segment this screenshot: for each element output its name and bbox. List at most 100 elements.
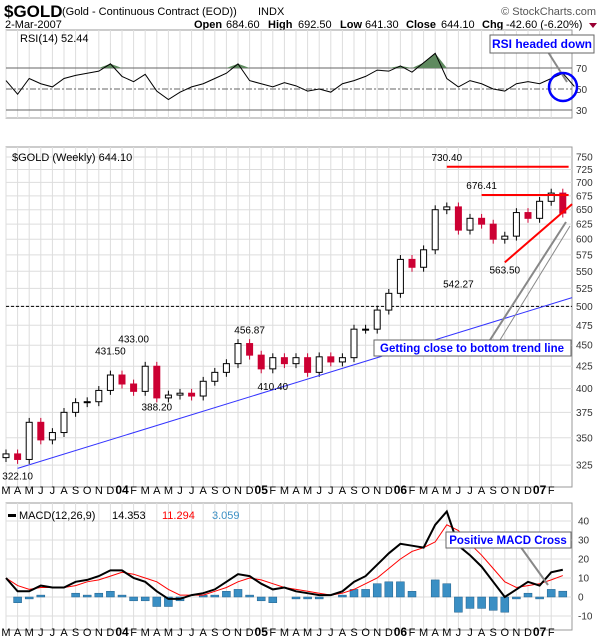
trend-callout-text: Getting close to bottom trend line bbox=[380, 343, 564, 355]
price-tick-label: 550 bbox=[576, 267, 593, 278]
hist-value: 3.059 bbox=[212, 510, 240, 522]
month-label: D bbox=[385, 485, 393, 497]
month-label: J bbox=[50, 627, 56, 639]
month-label: 06 bbox=[394, 483, 408, 497]
month-label: J bbox=[177, 627, 183, 639]
candle-body bbox=[443, 206, 451, 211]
macd-histogram-bar bbox=[117, 594, 127, 598]
price-tick-label: 425 bbox=[576, 362, 593, 373]
candle-body bbox=[269, 357, 277, 370]
month-label: F bbox=[130, 627, 137, 639]
callout-pointer bbox=[489, 221, 567, 341]
high-label: High bbox=[268, 19, 293, 31]
macd-histogram-bar bbox=[430, 579, 440, 598]
copyright: © StockCharts.com bbox=[501, 6, 596, 18]
macd-histogram-bar bbox=[384, 581, 394, 598]
macd-histogram-bar bbox=[82, 594, 92, 598]
macd-histogram-bar bbox=[24, 596, 34, 600]
month-label: O bbox=[83, 485, 92, 497]
candle-body bbox=[188, 392, 196, 397]
month-label: 05 bbox=[255, 625, 269, 639]
month-label: A bbox=[60, 485, 68, 497]
month-label: A bbox=[478, 627, 486, 639]
callout-pointer bbox=[499, 225, 571, 341]
macd-histogram-bar bbox=[164, 596, 173, 607]
month-label: J bbox=[328, 485, 334, 497]
month-label: S bbox=[350, 627, 357, 639]
month-label: M bbox=[25, 627, 34, 639]
macd-tick-label: 0 bbox=[578, 593, 584, 604]
candle-body bbox=[37, 421, 45, 441]
rsi-callout: RSI headed down bbox=[489, 34, 595, 103]
month-label: N bbox=[234, 627, 242, 639]
candle-body bbox=[362, 328, 370, 331]
month-label: 05 bbox=[255, 483, 269, 497]
month-label: M bbox=[442, 485, 451, 497]
month-label: F bbox=[548, 627, 555, 639]
macd-callout-text: Positive MACD Cross bbox=[449, 535, 567, 547]
rsi-line bbox=[5, 52, 575, 101]
candle-body bbox=[304, 357, 312, 373]
rsi-tick-label: 50 bbox=[576, 85, 588, 96]
macd-histogram-bar bbox=[454, 596, 463, 613]
candle-body bbox=[95, 389, 103, 403]
month-label: 04 bbox=[115, 625, 129, 639]
month-label: F bbox=[130, 485, 137, 497]
macd-histogram-bar bbox=[256, 596, 266, 602]
candle-body bbox=[454, 206, 462, 231]
macd-histogram-bar bbox=[94, 592, 104, 598]
macd-tick-label: -10 bbox=[578, 612, 593, 623]
candle-body bbox=[211, 371, 219, 382]
price-tick-label: 575 bbox=[576, 250, 593, 261]
macd-line bbox=[5, 509, 564, 600]
price-title: $GOLD (Weekly) 644.10 bbox=[12, 152, 132, 164]
month-label: A bbox=[292, 627, 300, 639]
candle-body bbox=[385, 292, 393, 311]
rsi-tick-label: 70 bbox=[576, 64, 588, 75]
price-tick-label: 750 bbox=[576, 153, 593, 164]
macd-histogram-bar bbox=[465, 596, 475, 609]
candle-body bbox=[536, 200, 544, 219]
candle-body bbox=[234, 343, 242, 365]
macd-histogram-bar bbox=[477, 596, 486, 609]
month-label: A bbox=[153, 485, 161, 497]
exchange: INDX bbox=[258, 6, 285, 18]
price-tick-label: 375 bbox=[576, 408, 593, 419]
month-label: O bbox=[83, 627, 92, 639]
month-label: J bbox=[189, 485, 195, 497]
month-label: M bbox=[164, 627, 173, 639]
macd-histogram-bar bbox=[210, 594, 220, 598]
month-label: N bbox=[512, 627, 520, 639]
month-label: S bbox=[490, 627, 497, 639]
macd-histogram-bar bbox=[152, 596, 162, 607]
month-label: N bbox=[512, 485, 520, 497]
month-label: M bbox=[419, 485, 428, 497]
candle-body bbox=[25, 421, 33, 460]
month-label: M bbox=[303, 485, 312, 497]
candle-body bbox=[501, 235, 509, 240]
month-label: D bbox=[106, 627, 114, 639]
price-label: 388.20 bbox=[142, 403, 173, 414]
month-label: N bbox=[373, 627, 381, 639]
candle-body bbox=[48, 432, 56, 441]
highlight-circle bbox=[547, 71, 579, 103]
month-label: D bbox=[246, 485, 254, 497]
month-label: O bbox=[361, 627, 370, 639]
month-label: S bbox=[211, 627, 218, 639]
price-tick-label: 700 bbox=[576, 178, 593, 189]
macd-histogram-bar bbox=[71, 592, 80, 598]
candle-body bbox=[373, 309, 381, 330]
macd-histogram-bar bbox=[245, 594, 254, 598]
candle-body bbox=[2, 453, 10, 459]
month-label: J bbox=[38, 627, 44, 639]
high-value: 692.50 bbox=[298, 19, 332, 31]
month-label: S bbox=[211, 485, 218, 497]
price-label: 322.10 bbox=[2, 471, 33, 482]
close-value: 644.10 bbox=[441, 19, 475, 31]
month-label: A bbox=[339, 485, 347, 497]
signal-value: 11.294 bbox=[162, 510, 195, 522]
price-tick-label: 400 bbox=[576, 384, 593, 395]
macd-histogram-bar bbox=[361, 589, 370, 598]
month-label: O bbox=[222, 627, 231, 639]
price-tick-label: 450 bbox=[576, 341, 593, 352]
